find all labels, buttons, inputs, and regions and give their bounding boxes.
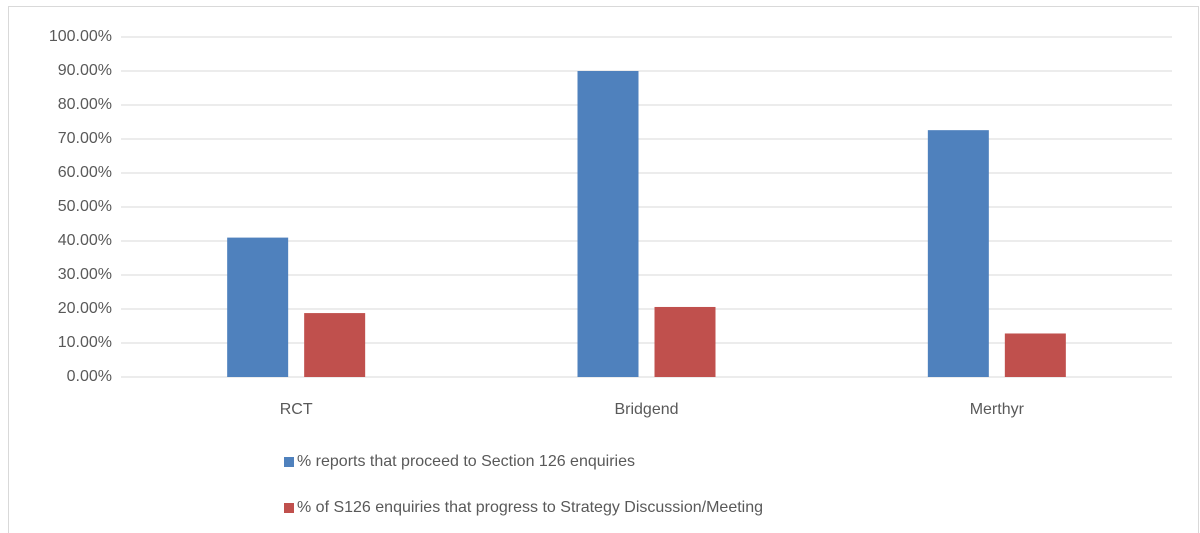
y-tick-label: 10.00% <box>58 334 112 351</box>
legend-swatch <box>284 503 294 513</box>
y-tick-label: 40.00% <box>58 232 112 249</box>
y-tick-label: 20.00% <box>58 300 112 317</box>
y-tick-label: 60.00% <box>58 164 112 181</box>
bar <box>304 313 366 377</box>
y-tick-label: 70.00% <box>58 130 112 147</box>
y-tick-label: 90.00% <box>58 62 112 79</box>
bar <box>577 71 639 377</box>
legend-label: % reports that proceed to Section 126 en… <box>297 453 635 470</box>
bar <box>654 306 716 377</box>
x-tick-label: Bridgend <box>614 401 678 418</box>
y-tick-label: 100.00% <box>49 28 112 45</box>
legend-label: % of S126 enquiries that progress to Str… <box>297 499 763 516</box>
bar <box>927 130 989 377</box>
y-tick-label: 0.00% <box>67 368 112 385</box>
y-tick-label: 30.00% <box>58 266 112 283</box>
x-tick-label: Merthyr <box>970 401 1025 418</box>
bar <box>227 237 289 377</box>
x-tick-label: RCT <box>280 401 313 418</box>
legend-swatch <box>284 457 294 467</box>
y-tick-label: 50.00% <box>58 198 112 215</box>
y-tick-label: 80.00% <box>58 96 112 113</box>
bar <box>1004 333 1066 377</box>
